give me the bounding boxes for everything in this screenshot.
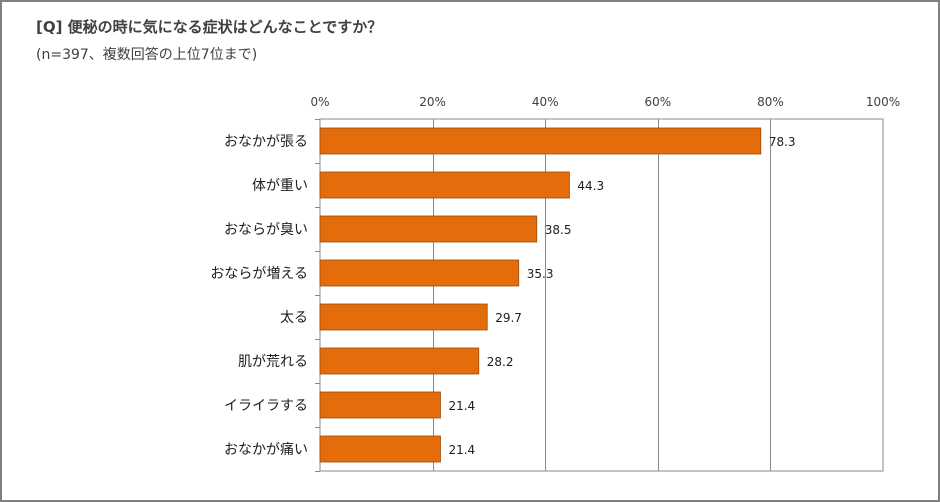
value-label: 29.7 <box>495 311 522 325</box>
category-label: おならが臭い <box>224 222 308 238</box>
bar <box>319 127 762 155</box>
x-tick-label: 60% <box>644 95 671 109</box>
category-label: 太る <box>280 310 308 326</box>
bar <box>319 435 441 463</box>
bar <box>319 215 538 243</box>
category-label: おなかが張る <box>224 134 308 150</box>
value-label: 78.3 <box>769 135 796 149</box>
value-label: 44.3 <box>577 179 604 193</box>
value-label: 21.4 <box>448 399 475 413</box>
x-tick-label: 20% <box>419 95 446 109</box>
bar <box>319 303 488 331</box>
category-label: イライラする <box>224 398 308 414</box>
bar <box>319 347 480 375</box>
value-label: 28.2 <box>487 355 514 369</box>
bar <box>319 259 520 287</box>
chart-subtitle: (n=397、複数回答の上位7位まで) <box>36 47 258 63</box>
category-label: おなかが痛い <box>224 441 308 458</box>
category-label: おならが増える <box>210 266 308 282</box>
bar <box>319 171 570 199</box>
x-tick-label: 40% <box>532 95 559 109</box>
bar <box>319 391 441 419</box>
chart-title: [Q] 便秘の時に気になる症状はどんなことですか？ <box>36 18 383 36</box>
category-label: 肌が荒れる <box>238 354 308 370</box>
value-label: 35.3 <box>527 267 554 281</box>
x-tick-label: 100% <box>866 95 900 109</box>
value-label: 21.4 <box>448 443 475 457</box>
x-tick-label: 0% <box>310 95 329 109</box>
category-label: 体が重い <box>252 178 308 194</box>
value-label: 38.5 <box>545 223 572 237</box>
x-tick-label: 80% <box>757 95 784 109</box>
